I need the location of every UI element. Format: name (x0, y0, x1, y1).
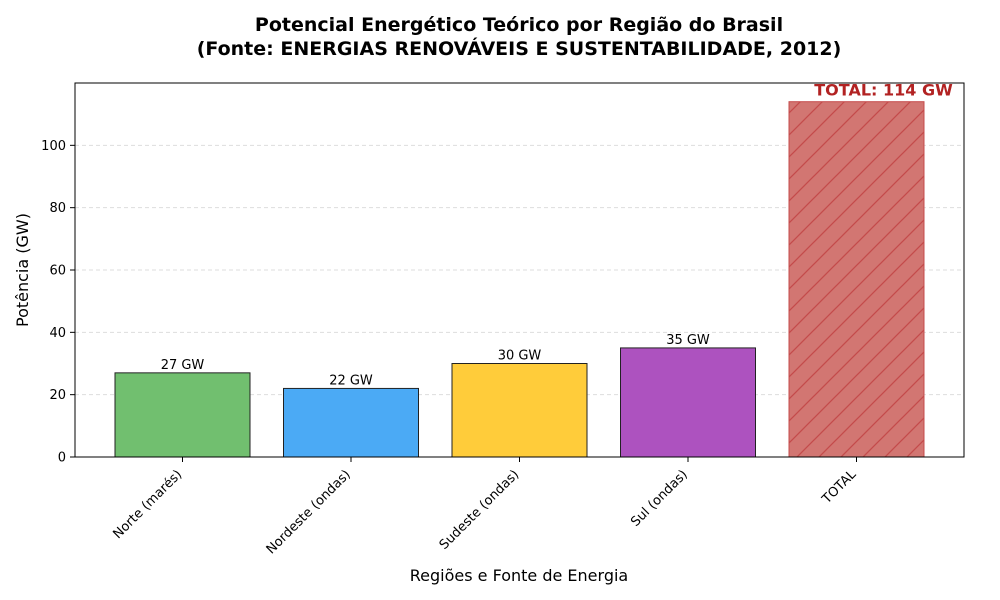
y-tick-label: 20 (49, 388, 66, 403)
bar (114, 372, 251, 458)
bar-value-label: 22 GW (329, 373, 373, 388)
y-tick-label: 60 (49, 264, 66, 279)
x-axis-title: Regiões e Fonte de Energia (410, 566, 628, 585)
y-tick-label: 80 (49, 201, 66, 216)
data-labels: 27 GW 22 GW 30 GW 35 GW TOTAL: 114 GW (161, 81, 953, 389)
bar (620, 347, 756, 458)
x-tick-label: Sudeste (ondas) (437, 467, 523, 553)
plot-frame (74, 82, 965, 458)
bar (283, 387, 419, 458)
chart-title-line-2: (Fonte: ENERGIAS RENOVÁVEIS E SUSTENTABI… (197, 37, 842, 60)
bar-value-label: 27 GW (161, 358, 205, 373)
y-tick-label: 100 (41, 139, 66, 154)
y-axis-title: Potência (GW) (13, 213, 32, 327)
x-tick-label: TOTAL (819, 467, 860, 508)
y-tick-label: 0 (58, 451, 66, 466)
chart-title-line-1: Potencial Energético Teórico por Região … (255, 14, 783, 36)
total-bar-label: TOTAL: 114 GW (814, 81, 953, 100)
bar (451, 363, 588, 458)
bar-value-label: 35 GW (666, 333, 710, 348)
bar-hatch (789, 101, 924, 457)
x-tick-label: Sul (ondas) (628, 467, 691, 530)
y-tick-label: 40 (49, 326, 66, 341)
x-tick-label: Norte (marés) (110, 467, 185, 542)
bar-value-label: 30 GW (498, 349, 542, 364)
bars (114, 101, 925, 458)
x-tick-label: Nordeste (ondas) (264, 467, 354, 557)
